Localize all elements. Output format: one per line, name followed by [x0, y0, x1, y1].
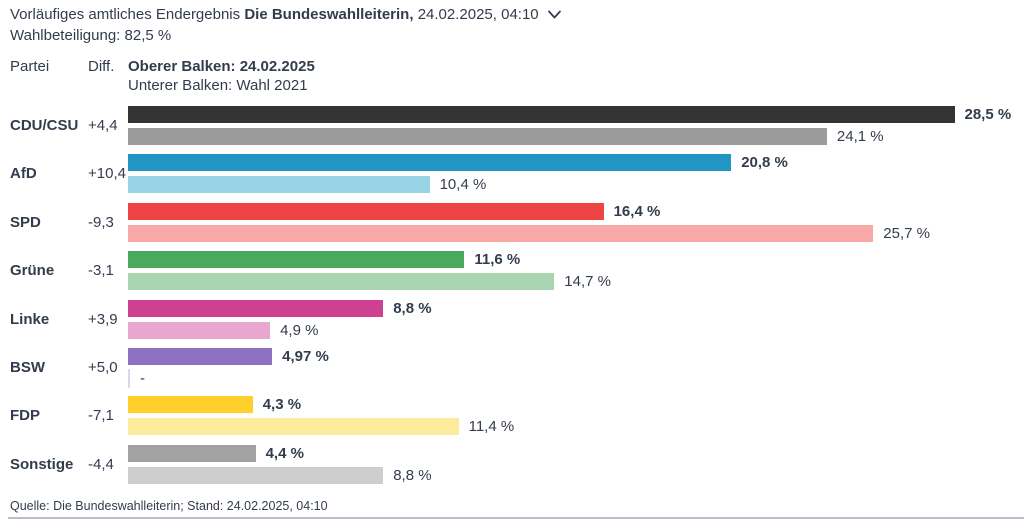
diff-value: +10,4	[88, 165, 126, 183]
diff-value: +4,4	[88, 117, 118, 134]
bar-line-current: 8,8 %	[128, 299, 432, 317]
election-results-bar-chart: CDU/CSU +4,4 28,5 % 24,1 % AfD +10,4 20,8 % 10,…	[0, 106, 1024, 493]
party-label: FDP	[10, 407, 40, 425]
bar-line-current: 16,4 %	[128, 202, 930, 220]
legend-diff-header: Diff.	[88, 58, 115, 75]
bar-line-current: 28,5 %	[128, 106, 1011, 123]
result-bar-2021	[128, 466, 384, 484]
result-title: Vorläufiges amtliches Endergebnis Die Bu…	[10, 5, 562, 26]
result-bar-2021	[128, 224, 874, 242]
legend-party-header: Partei	[10, 58, 50, 75]
source-note: Quelle: Die Bundeswahlleiterin; Stand: 2…	[10, 499, 328, 513]
bar-pair: 28,5 % 24,1 %	[128, 106, 1011, 145]
result-bar-2025	[128, 154, 732, 172]
bar-line-previous: 10,4 %	[128, 176, 788, 194]
party-label: Sonstige	[10, 455, 74, 473]
bar-value-2025: 16,4 %	[613, 202, 661, 220]
bar-value-2021: 4,9 %	[280, 321, 319, 339]
bar-line-previous: 25,7 %	[128, 224, 930, 242]
bar-line-current: 4,97 %	[128, 347, 329, 365]
bar-line-previous: 11,4 %	[128, 418, 515, 436]
legend-upper-bar: Oberer Balken: 24.02.2025	[128, 58, 315, 75]
no-value-tick	[128, 368, 130, 388]
title-prefix: Vorläufiges amtliches Endergebnis	[10, 6, 245, 23]
header: Vorläufiges amtliches Endergebnis Die Bu…	[10, 5, 562, 45]
title-timestamp: 24.02.2025, 04:10	[413, 6, 539, 23]
bar-value-2025: 4,4 %	[265, 444, 304, 462]
diff-value: +3,9	[88, 310, 118, 328]
bar-pair: 4,4 % 8,8 %	[128, 444, 432, 484]
bar-line-current: 4,4 %	[128, 444, 432, 462]
bar-line-current: 20,8 %	[128, 154, 788, 172]
diff-value: +5,0	[88, 358, 118, 376]
result-bar-2025	[128, 202, 604, 220]
party-label: SPD	[10, 213, 41, 231]
diff-value: -3,1	[88, 262, 114, 280]
bar-value-2025: 20,8 %	[741, 154, 788, 172]
bar-value-2021: 11,4 %	[468, 418, 515, 436]
party-row: Grüne -3,1 11,6 % 14,7 %	[0, 251, 1024, 291]
result-bar-2025	[128, 396, 253, 414]
party-label: CDU/CSU	[10, 117, 79, 134]
bar-line-current: 11,6 %	[128, 251, 611, 269]
result-bar-2025	[128, 106, 955, 123]
legend-bar-key: Oberer Balken: 24.02.2025 Unterer Balken…	[128, 57, 315, 95]
bar-value-2021: 14,7 %	[564, 273, 611, 291]
bar-pair: 16,4 % 25,7 %	[128, 202, 930, 242]
result-bar-2025	[128, 251, 465, 269]
bar-value-2021: 25,7 %	[883, 224, 930, 242]
result-bar-2021	[128, 273, 555, 291]
result-bar-2021	[128, 128, 827, 145]
result-bar-2025	[128, 347, 273, 365]
title-publisher: Die Bundeswahlleiterin,	[244, 6, 414, 23]
party-row: FDP -7,1 4,3 % 11,4 %	[0, 396, 1024, 436]
bottom-divider	[8, 517, 1024, 519]
result-bar-2021	[128, 321, 271, 339]
party-row: BSW +5,0 4,97 % -	[0, 347, 1024, 388]
bar-line-previous: 8,8 %	[128, 466, 432, 484]
bar-value-2021: 10,4 %	[439, 176, 487, 194]
party-label: AfD	[10, 165, 37, 183]
chevron-down-icon[interactable]	[547, 7, 562, 26]
party-row: Linke +3,9 8,8 % 4,9 %	[0, 299, 1024, 339]
bar-line-previous: 14,7 %	[128, 273, 611, 291]
bar-line-previous: 24,1 %	[128, 128, 1011, 145]
turnout-text: Wahlbeteiligung: 82,5 %	[10, 27, 172, 44]
party-row: CDU/CSU +4,4 28,5 % 24,1 %	[0, 106, 1024, 145]
party-row: SPD -9,3 16,4 % 25,7 %	[0, 202, 1024, 242]
bar-value-2025: 28,5 %	[964, 106, 1012, 123]
bar-value-2025: 4,3 %	[262, 396, 302, 414]
bar-pair: 11,6 % 14,7 %	[128, 251, 611, 291]
party-row: Sonstige -4,4 4,4 % 8,8 %	[0, 444, 1024, 484]
legend-lower-bar: Unterer Balken: Wahl 2021	[128, 77, 308, 94]
bar-line-current: 4,3 %	[128, 396, 514, 414]
bar-value-2021: 8,8 %	[393, 466, 432, 484]
bar-value-2025: 8,8 %	[393, 299, 432, 317]
party-label: Linke	[10, 310, 50, 328]
diff-value: -7,1	[88, 407, 114, 425]
result-bar-2025	[128, 444, 256, 462]
result-bar-2025	[128, 299, 384, 317]
party-label: Grüne	[10, 262, 55, 280]
bar-value-2025: 4,97 %	[282, 347, 329, 365]
result-bar-2021	[128, 418, 459, 436]
diff-value: -9,3	[88, 213, 114, 231]
bar-line-previous: -	[128, 368, 329, 388]
bar-pair: 4,3 % 11,4 %	[128, 396, 515, 436]
bar-pair: 4,97 % -	[128, 347, 329, 388]
party-row: AfD +10,4 20,8 % 10,4 %	[0, 154, 1024, 194]
result-bar-2021	[128, 176, 430, 194]
bar-value-2021: -	[140, 369, 145, 387]
party-label: BSW	[10, 358, 45, 376]
bar-pair: 8,8 % 4,9 %	[128, 299, 432, 339]
bar-pair: 20,8 % 10,4 %	[128, 154, 788, 194]
bar-value-2021: 24,1 %	[836, 128, 884, 145]
diff-value: -4,4	[88, 455, 114, 473]
bar-value-2025: 11,6 %	[474, 251, 521, 269]
bar-line-previous: 4,9 %	[128, 321, 432, 339]
